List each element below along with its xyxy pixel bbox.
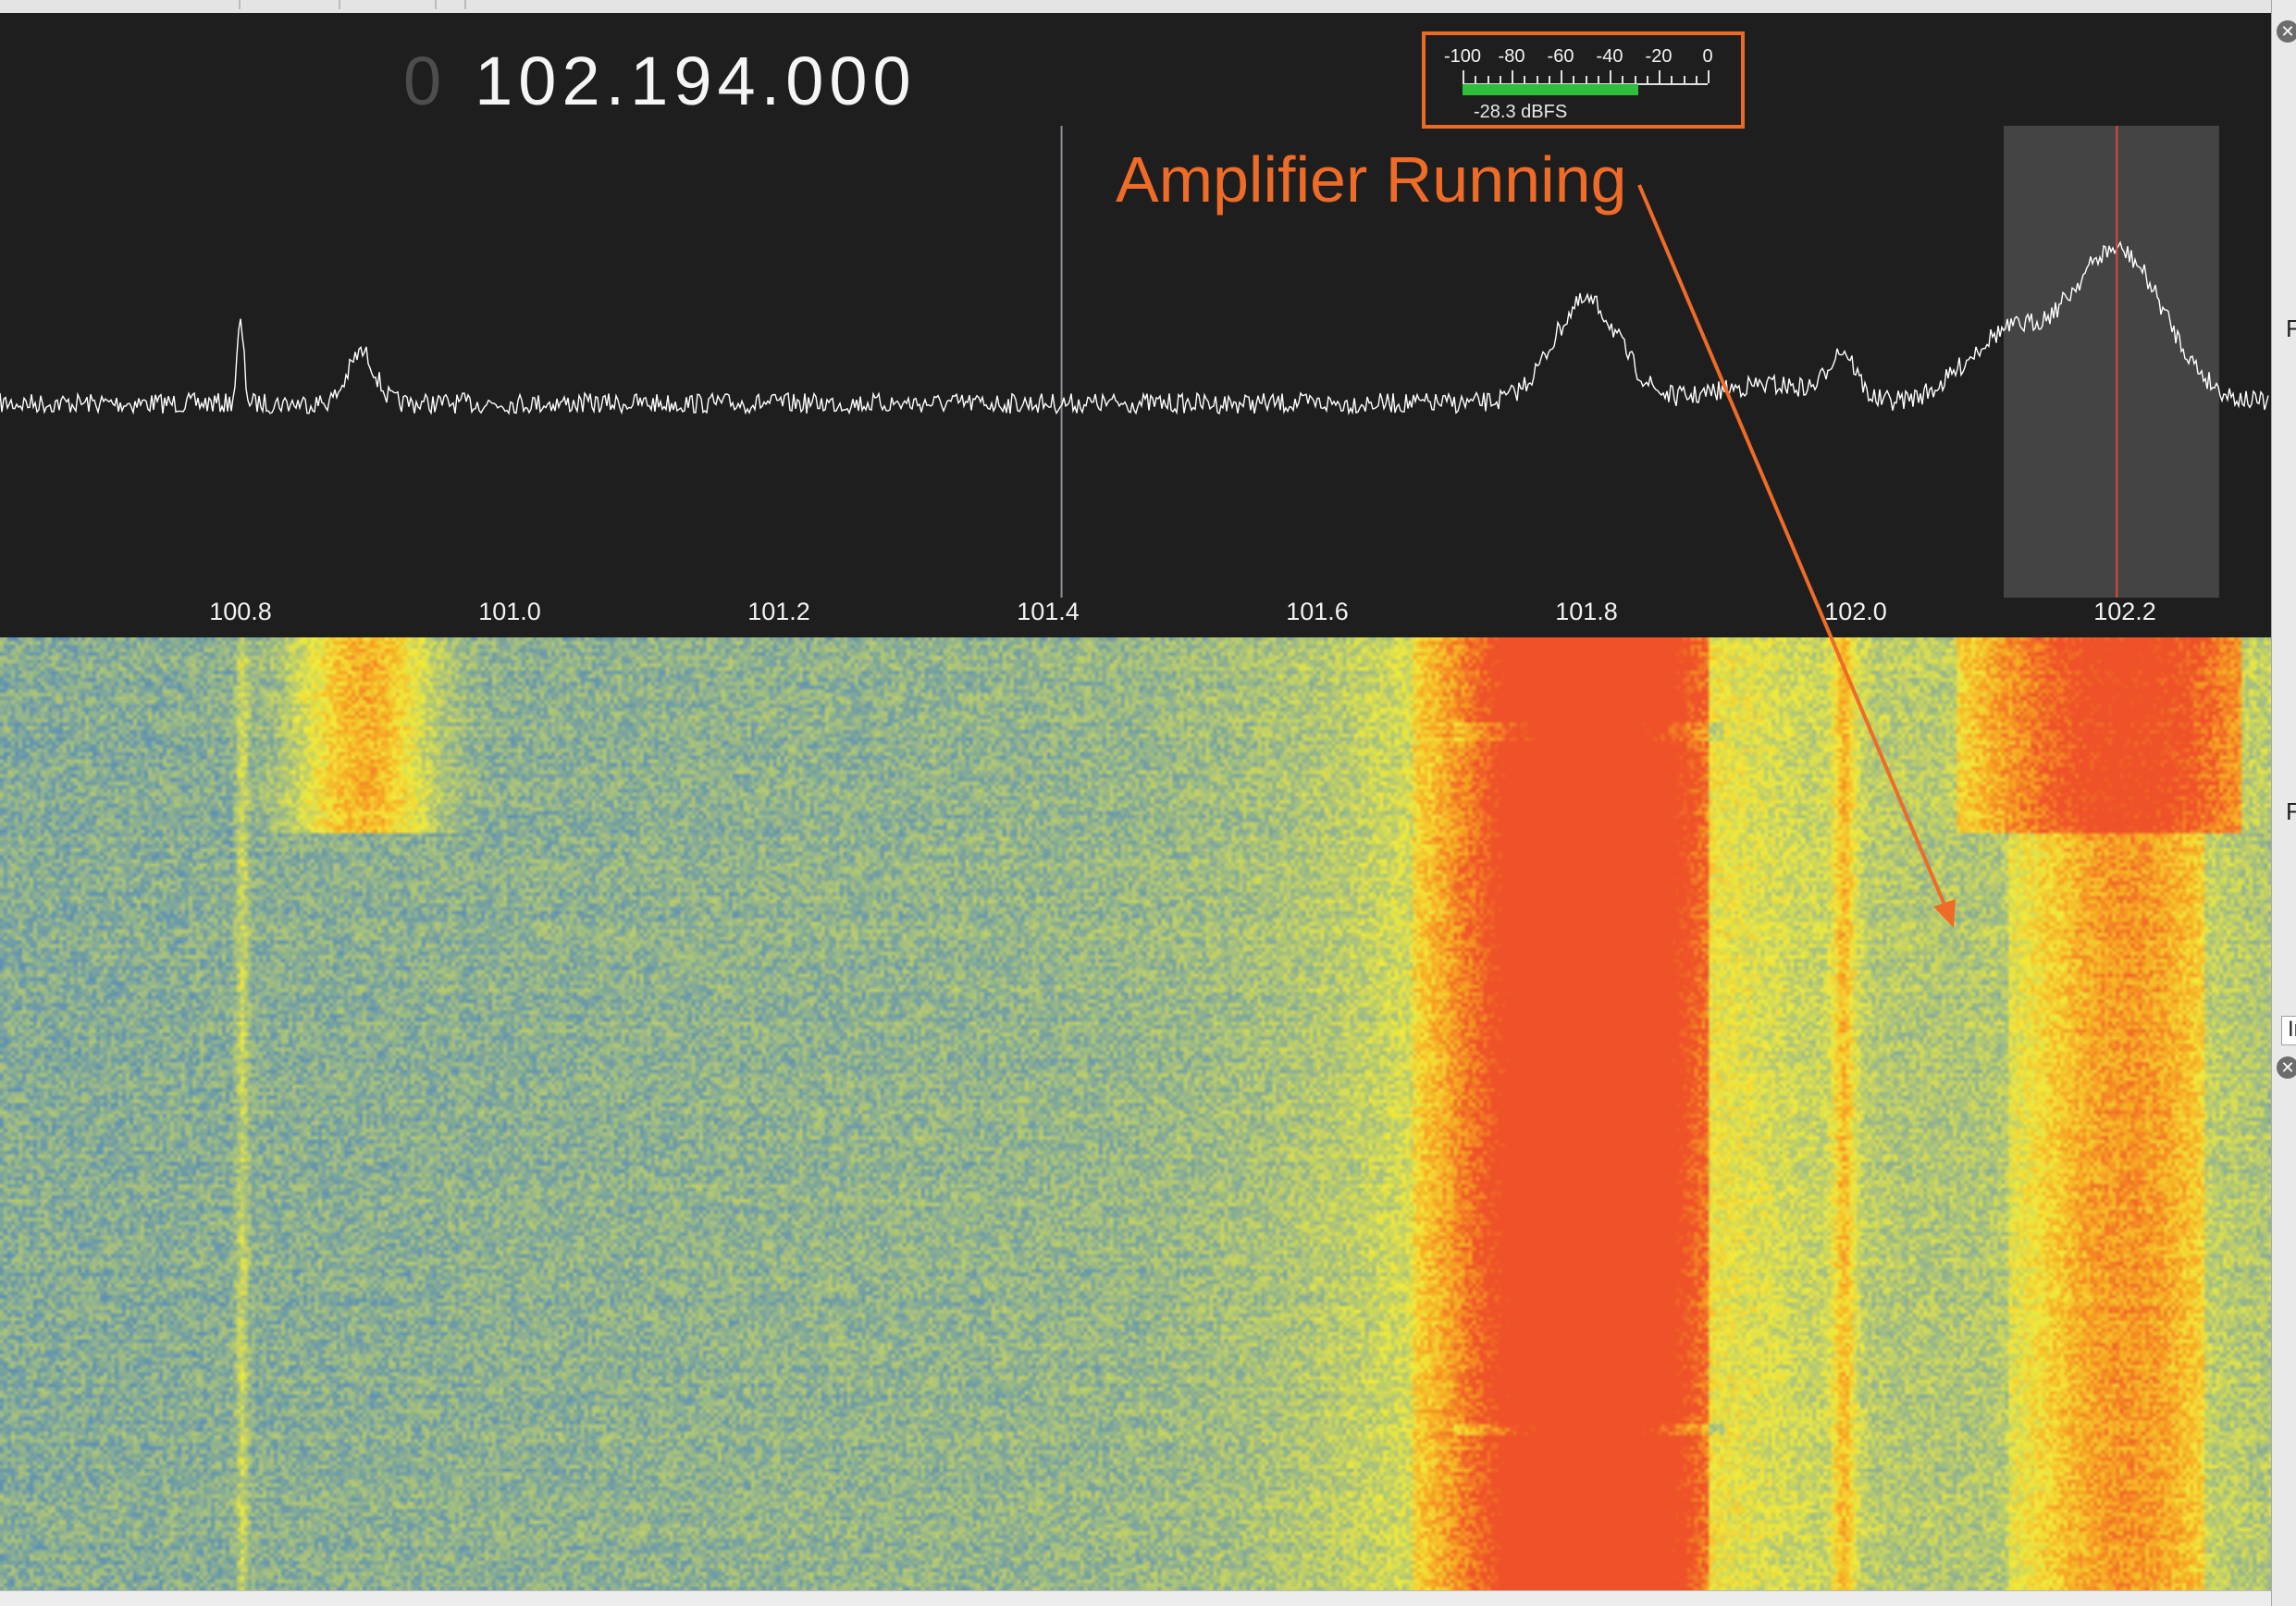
signal-level-meter: -100 -80 -60 -40 -20 0 -28.3 dBFS [1422, 31, 1745, 129]
side-panel-label: F [2286, 315, 2296, 342]
meter-tick-marks [1463, 68, 1710, 85]
status-strip [0, 1590, 2271, 1606]
meter-scale-label: -80 [1498, 46, 1525, 67]
side-panel-field[interactable]: In [2281, 1016, 2296, 1045]
meter-tick [1671, 76, 1673, 83]
meter-tick [1512, 70, 1513, 83]
frequency-axis-label: 101.2 [747, 598, 810, 625]
frequency-leading-digit[interactable]: 0 [403, 43, 448, 119]
frequency-readout[interactable]: 0 102.194.000 [403, 35, 917, 128]
meter-tick [1610, 70, 1611, 83]
frequency-axis: 100.8 101.0 101.2 101.4 101.6 101.8 102.… [0, 596, 2271, 635]
toolbar-divider [435, 0, 437, 9]
meter-tick [1548, 76, 1550, 83]
side-panel-label: F [2286, 797, 2296, 825]
annotation-label: Amplifier Running [1116, 143, 1627, 216]
meter-scale-label: -60 [1547, 46, 1574, 67]
side-panel: ✕ F F In ✕ [2271, 0, 2296, 1606]
close-icon[interactable]: ✕ [2277, 20, 2296, 43]
meter-tick [1659, 70, 1660, 83]
frequency-axis-label: 102.0 [1824, 598, 1887, 625]
meter-tick [1597, 76, 1599, 83]
meter-tick [1634, 76, 1636, 83]
meter-tick [1646, 76, 1648, 83]
meter-tick [1683, 76, 1685, 83]
meter-scale: -100 -80 -60 -40 -20 0 [1444, 46, 1716, 68]
meter-bar-fill [1463, 84, 1638, 95]
selected-channel-band[interactable] [2004, 126, 2219, 598]
frequency-axis-label: 100.8 [209, 598, 272, 625]
frequency-axis-label: 101.0 [478, 598, 541, 625]
close-icon[interactable]: ✕ [2277, 1056, 2296, 1079]
frequency-axis-label: 101.8 [1555, 598, 1618, 625]
meter-tick [1585, 76, 1587, 83]
toolbar-divider [239, 0, 241, 9]
meter-tick [1573, 76, 1575, 83]
toolbar-strip [0, 0, 2271, 14]
toolbar-divider [464, 0, 466, 9]
meter-tick [1622, 76, 1624, 83]
meter-tick [1463, 70, 1464, 83]
meter-scale-label: 0 [1702, 46, 1713, 67]
meter-tick [1487, 76, 1489, 83]
meter-tick [1695, 76, 1697, 83]
meter-scale-label: -100 [1443, 46, 1482, 67]
frequency-axis-label: 101.4 [1017, 598, 1080, 625]
meter-scale-label: -20 [1645, 46, 1673, 67]
frequency-axis-label: 102.2 [2093, 598, 2156, 625]
spectrum-plot[interactable] [0, 126, 2271, 598]
meter-tick [1499, 76, 1501, 83]
meter-tick [1708, 70, 1710, 83]
meter-bar [1463, 84, 1708, 95]
meter-tick [1536, 76, 1538, 83]
waterfall-display[interactable] [0, 637, 2271, 1590]
spectrum-display[interactable]: 0 102.194.000 -100 -80 -60 -40 -20 0 -28.… [0, 13, 2271, 637]
meter-tick [1561, 70, 1562, 83]
meter-scale-label: -40 [1596, 46, 1623, 67]
toolbar-divider [339, 0, 340, 9]
spectrum-trace [0, 241, 2269, 416]
meter-tick [1524, 76, 1526, 83]
meter-tick [1475, 76, 1477, 83]
meter-readout: -28.3 dBFS [1474, 102, 1568, 122]
frequency-value[interactable]: 102.194.000 [475, 43, 917, 119]
frequency-axis-label: 101.6 [1286, 598, 1349, 625]
